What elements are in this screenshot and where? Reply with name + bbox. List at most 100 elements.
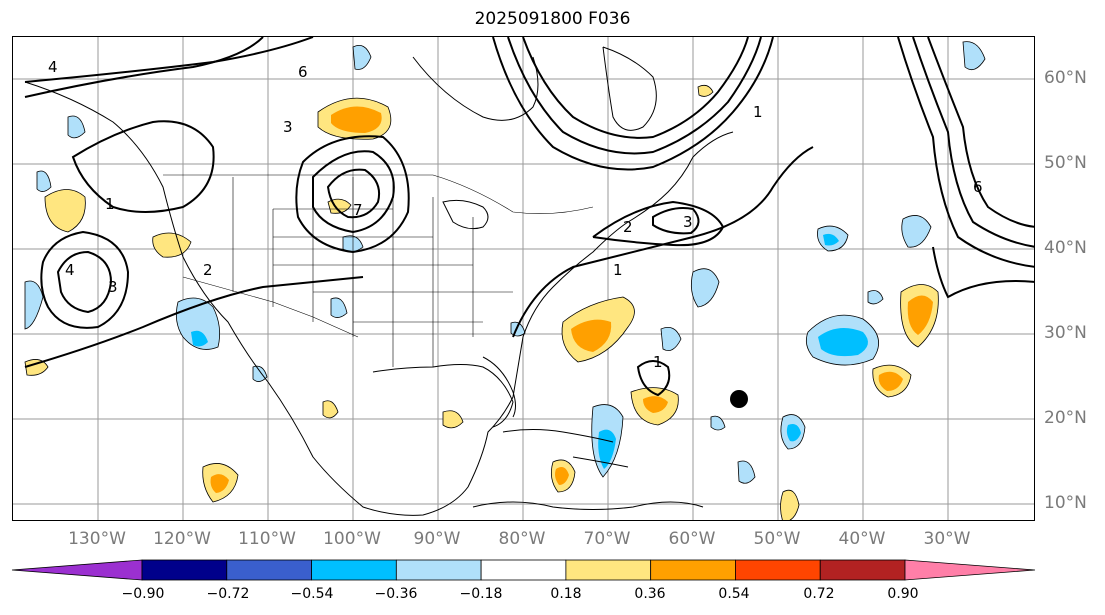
shade-negative-core [823, 233, 839, 246]
shade-negative [175, 297, 221, 350]
contour [522, 37, 749, 139]
south-america-coast [472, 501, 704, 510]
shade-negative [660, 326, 682, 352]
shade-positive-core [571, 319, 612, 352]
contour [40, 230, 130, 329]
colorbar-tick: 0.36 [634, 586, 666, 602]
shade-positive-core [210, 474, 229, 493]
colorbar-extend-low [11, 559, 143, 581]
shade-negative [901, 215, 932, 248]
contour [71, 120, 215, 213]
shade-positive [442, 410, 464, 429]
shade-negative [36, 170, 52, 192]
lon-label-90: 90°W [413, 529, 461, 549]
contour [932, 246, 1034, 299]
shade-positive [24, 359, 49, 376]
political-borders [163, 174, 594, 367]
hudson-bay [412, 56, 539, 121]
shade-negative [962, 41, 986, 71]
contour [56, 250, 113, 314]
contour [592, 200, 725, 247]
us-gulf-coast [372, 364, 514, 428]
contour [897, 37, 1034, 268]
colorbar-tick: 0.18 [550, 586, 582, 602]
lon-label-130: 130°W [68, 529, 126, 549]
shade-negative-core [786, 424, 801, 442]
shade-negative [24, 280, 44, 330]
shade-positive [780, 489, 800, 520]
colorbar-tick: 0.72 [803, 586, 835, 602]
map-canvas: 1 2 3 4 1 2 3 6 1 4 3 6 7 1 [13, 37, 1034, 520]
contour [507, 37, 762, 155]
greenland-coast [602, 46, 657, 131]
lon-label-60: 60°W [668, 529, 716, 549]
contour [295, 135, 410, 254]
colorbar-segment [565, 559, 652, 581]
shade-negative [690, 268, 720, 308]
colorbar-tick: −0.36 [374, 586, 418, 602]
contour-label: 3 [283, 118, 293, 136]
contour [636, 360, 671, 397]
shade-negative [737, 460, 756, 484]
colorbar-tick: −0.54 [290, 586, 334, 602]
great-lakes [442, 199, 489, 230]
shade-negative [330, 297, 348, 318]
caribbean-islands [502, 429, 629, 468]
coastlines [24, 46, 734, 516]
contour-label: 2 [203, 261, 213, 279]
shade-negative [67, 115, 86, 139]
contour [912, 37, 1034, 248]
contour-label: 1 [105, 195, 115, 213]
lat-label-20: 20°N [1044, 408, 1087, 428]
map-title: 2025091800 F036 [474, 9, 631, 29]
contour [326, 168, 381, 219]
us-mexico-border [182, 276, 359, 338]
colorbar-segment [395, 559, 482, 581]
shade-positive [152, 232, 192, 258]
colorbar-tick: 0.90 [887, 586, 919, 602]
lon-label-30: 30°W [923, 529, 971, 549]
contour-label: 4 [65, 261, 75, 279]
contour [492, 37, 774, 171]
colorbar-segment [735, 559, 821, 581]
lon-label-100: 100°W [323, 529, 381, 549]
lon-label-80: 80°W [498, 529, 546, 549]
lat-label-10: 10°N [1044, 493, 1087, 513]
lat-label-60: 60°N [1044, 68, 1087, 88]
contour-label: 3 [108, 278, 118, 296]
shade-positive [697, 84, 714, 97]
lat-label-50: 50°N [1044, 153, 1087, 173]
shade-positive [322, 400, 339, 419]
lon-label-120: 120°W [153, 529, 211, 549]
shade-positive-core [555, 467, 569, 485]
shade-positive-core [907, 295, 933, 335]
colorbar-segment [141, 559, 228, 581]
shading-layer [24, 41, 986, 520]
contour-label: 2 [623, 218, 633, 236]
contour [24, 37, 314, 83]
colorbar-segment [226, 559, 312, 581]
storm-marker [730, 390, 748, 408]
shade-negative [710, 415, 726, 431]
shade-negative-core [191, 330, 208, 347]
shade-negative [252, 365, 268, 382]
contour [24, 37, 264, 98]
shade-negative-core [818, 328, 868, 357]
state-lines [232, 177, 513, 367]
colorbar-tick: −0.18 [459, 586, 503, 602]
contour-label: 3 [683, 213, 693, 231]
shade-positive-core [331, 106, 382, 133]
lat-label-40: 40°N [1044, 238, 1087, 258]
colorbar-segment [311, 559, 397, 581]
colorbar-tick: −0.90 [121, 586, 165, 602]
colorbar-segment [480, 559, 567, 581]
contour-label: 1 [753, 103, 763, 121]
contour-label: 1 [613, 261, 623, 279]
contour-label: 6 [298, 63, 308, 81]
lon-label-50: 50°W [753, 529, 801, 549]
contour-lines [24, 37, 1034, 397]
shade-negative [867, 290, 884, 305]
shade-positive [44, 189, 86, 233]
lon-label-40: 40°W [838, 529, 886, 549]
contour-label: 4 [48, 58, 58, 76]
